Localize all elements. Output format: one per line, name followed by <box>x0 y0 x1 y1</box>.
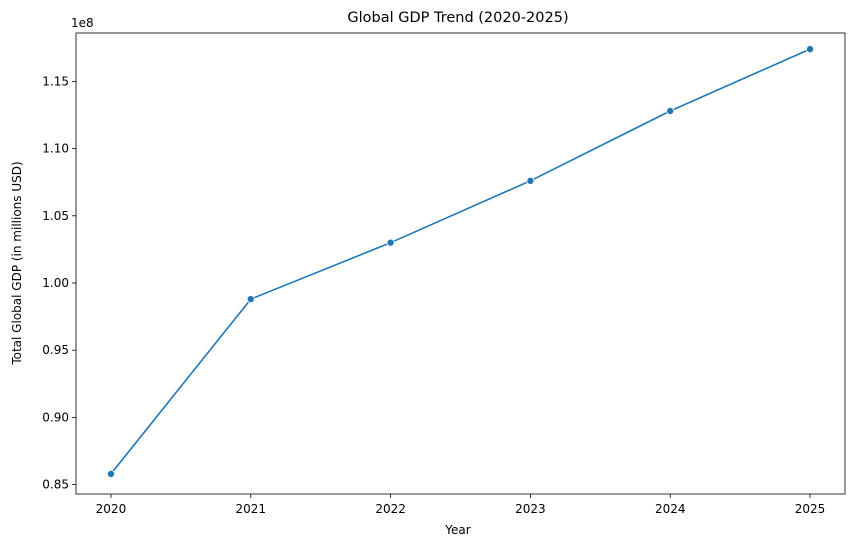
y-tick-label: 0.85 <box>42 478 69 492</box>
x-tick-label: 2025 <box>795 502 826 516</box>
y-tick-label: 1.15 <box>42 74 69 88</box>
data-point <box>666 106 675 115</box>
x-tick-label: 2023 <box>515 502 546 516</box>
x-axis-label: Year <box>444 523 470 537</box>
y-tick-label: 1.05 <box>42 209 69 223</box>
y-axis: 0.85 0.90 0.95 1.00 1.05 1.10 1.15 <box>42 74 76 492</box>
y-tick-label: 0.95 <box>42 343 69 357</box>
chart-title: Global GDP Trend (2020-2025) <box>347 10 568 26</box>
y-tick-label: 1.00 <box>42 276 69 290</box>
data-point <box>806 45 815 54</box>
series-layer <box>106 45 815 478</box>
x-tick-label: 2021 <box>235 502 266 516</box>
data-point <box>386 238 395 247</box>
x-tick-label: 2020 <box>96 502 127 516</box>
y-axis-offset-label: 1e8 <box>71 16 94 30</box>
plot-area <box>75 32 846 495</box>
data-point <box>526 176 535 185</box>
y-tick-label: 1.10 <box>42 142 69 156</box>
plot-border <box>75 32 846 495</box>
data-point <box>106 469 115 478</box>
y-axis-label: Total Global GDP (in millions USD) <box>10 161 24 365</box>
y-tick-label: 0.90 <box>42 410 69 424</box>
x-axis: 2020 2021 2022 2023 2024 2025 <box>96 494 826 516</box>
x-tick-label: 2024 <box>655 502 686 516</box>
data-point <box>246 295 255 304</box>
x-tick-label: 2022 <box>375 502 406 516</box>
series-line <box>110 48 811 475</box>
